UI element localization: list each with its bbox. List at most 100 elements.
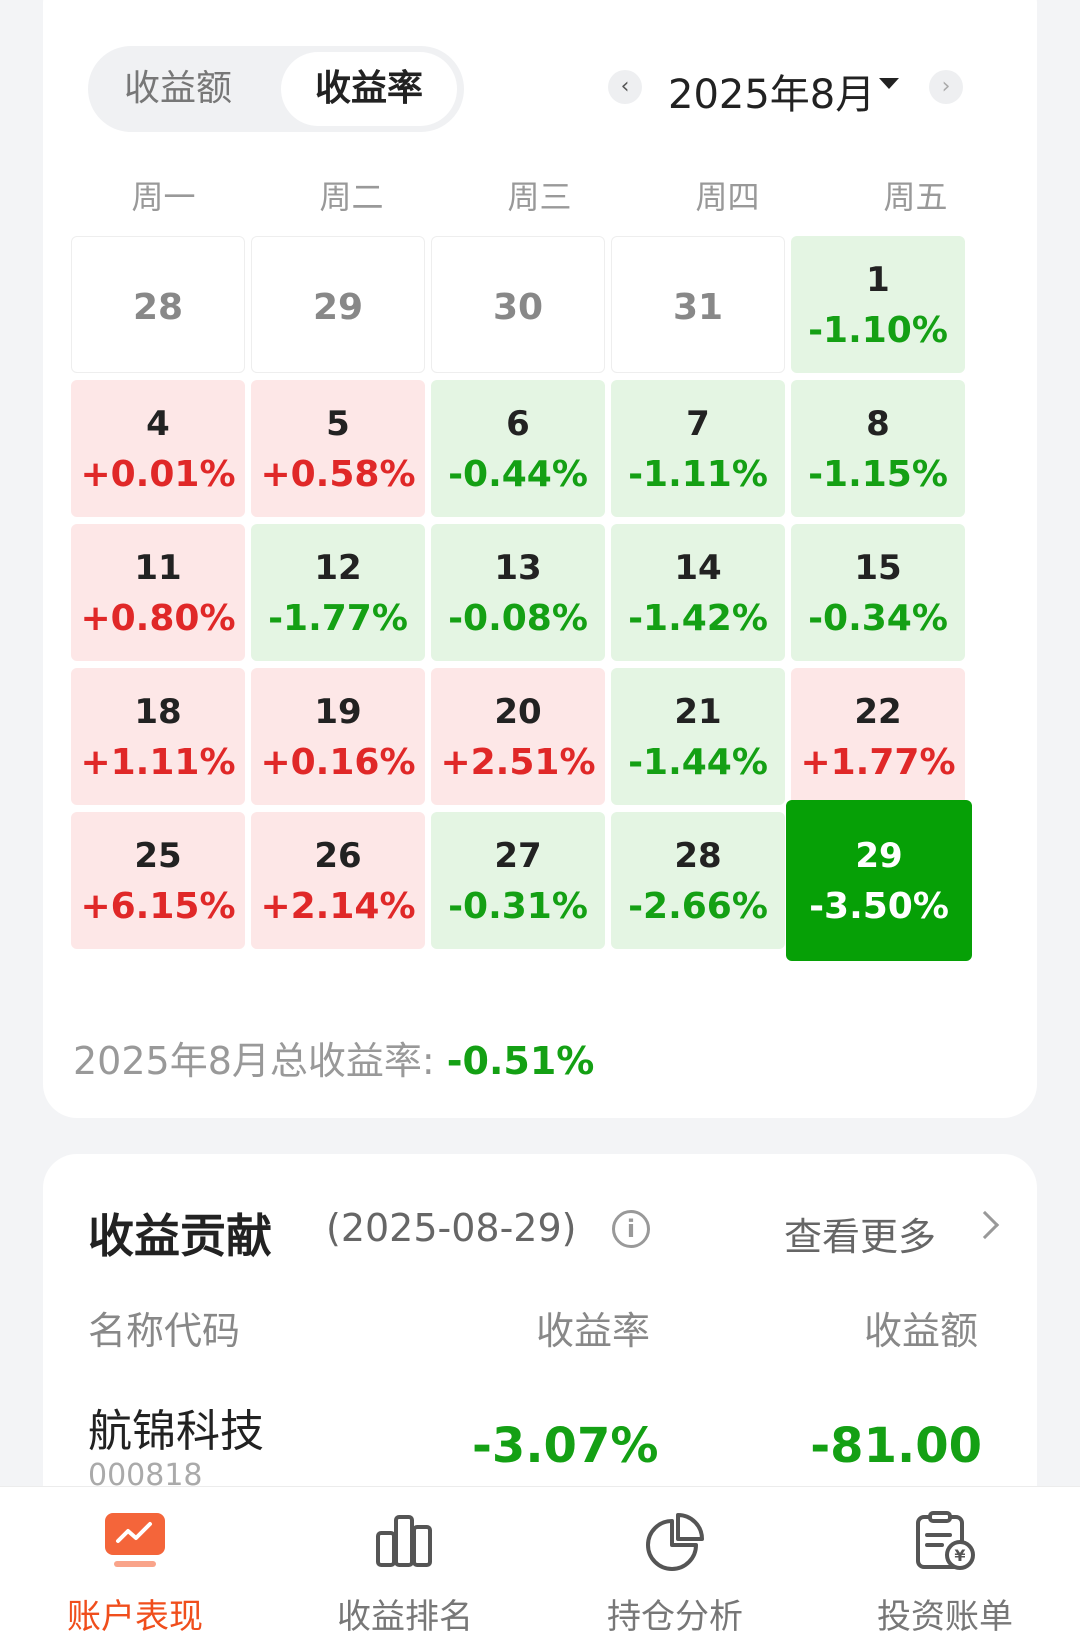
weekday-label: 周二 xyxy=(319,178,384,216)
weekday-label: 周五 xyxy=(883,178,948,216)
calendar-day-cell[interactable]: 22 +1.77% xyxy=(791,668,965,805)
view-more-link[interactable]: 查看更多 xyxy=(784,1215,937,1259)
calendar-day-return: +0.80% xyxy=(80,598,236,639)
calendar-day-number: 18 xyxy=(134,692,182,732)
calendar-day-cell[interactable]: 5 +0.58% xyxy=(251,380,425,517)
calendar-day-cell[interactable]: 1 -1.10% xyxy=(791,236,965,373)
column-header-amount: 收益额 xyxy=(864,1309,979,1353)
calendar-day-return: +0.58% xyxy=(260,454,416,495)
calendar-day-return: -0.44% xyxy=(448,454,588,495)
calendar-day-number: 20 xyxy=(494,692,542,732)
calendar-day-cell[interactable]: 14 -1.42% xyxy=(611,524,785,661)
calendar-day-cell[interactable]: 19 +0.16% xyxy=(251,668,425,805)
calendar-day-cell[interactable]: 20 +2.51% xyxy=(431,668,605,805)
contribution-date: (2025-08-29) xyxy=(326,1206,577,1250)
calendar-day-number: 30 xyxy=(492,287,544,328)
calendar-day-number: 22 xyxy=(854,692,902,732)
performance-icon xyxy=(105,1513,165,1567)
stock-name[interactable]: 航锦科技 xyxy=(88,1406,264,1457)
calendar-day-cell[interactable]: 13 -0.08% xyxy=(431,524,605,661)
weekday-label: 周一 xyxy=(131,178,196,216)
calendar-day-cell[interactable]: 8 -1.15% xyxy=(791,380,965,517)
calendar-day-number: 28 xyxy=(674,836,722,876)
calendar-day-cell[interactable]: 26 +2.14% xyxy=(251,812,425,949)
month-total-label: 2025年8月总收益率: xyxy=(73,1039,447,1083)
calendar-day-number: 21 xyxy=(674,692,722,732)
calendar-day-cell: 31 xyxy=(611,236,785,373)
calendar-day-return: +1.11% xyxy=(80,742,236,783)
calendar-day-cell[interactable]: 6 -0.44% xyxy=(431,380,605,517)
calendar-day-cell: 30 xyxy=(431,236,605,373)
calendar-day-return: +6.15% xyxy=(80,886,236,927)
calendar-day-return: -1.77% xyxy=(268,598,408,639)
calendar-day-return: +2.14% xyxy=(260,886,416,927)
nav-account-performance[interactable]: 账户表现 xyxy=(0,1487,270,1634)
stock-amount: -81.00 xyxy=(810,1418,982,1474)
bottom-nav: 账户表现 收益排名 持仓分析 ¥ 投资账单 xyxy=(0,1486,1080,1634)
calendar-day-number: 6 xyxy=(506,404,530,444)
calendar-day-return: -0.31% xyxy=(448,886,588,927)
contribution-title: 收益贡献 xyxy=(88,1209,272,1263)
next-month-button[interactable]: › xyxy=(929,70,963,104)
prev-month-button[interactable]: ‹ xyxy=(608,70,642,104)
column-header-rate: 收益率 xyxy=(536,1309,651,1353)
calendar-day-cell[interactable]: 21 -1.44% xyxy=(611,668,785,805)
month-total-value: -0.51% xyxy=(446,1039,595,1083)
nav-investment-bill[interactable]: ¥ 投资账单 xyxy=(810,1487,1080,1634)
calendar-day-return: +1.77% xyxy=(800,742,956,783)
calendar-day-cell[interactable]: 29 -3.50% xyxy=(786,800,972,961)
calendar-day-cell[interactable]: 18 +1.11% xyxy=(71,668,245,805)
calendar-day-cell[interactable]: 15 -0.34% xyxy=(791,524,965,661)
calendar-day-number: 14 xyxy=(674,548,722,588)
calendar-day-cell[interactable]: 4 +0.01% xyxy=(71,380,245,517)
caret-down-icon[interactable] xyxy=(879,78,899,89)
toggle-rate[interactable]: 收益率 xyxy=(281,52,457,126)
calendar-day-return: -1.11% xyxy=(628,454,768,495)
calendar-day-number: 28 xyxy=(132,287,184,328)
bill-icon: ¥ xyxy=(916,1511,975,1570)
calendar-day-number: 19 xyxy=(314,692,362,732)
calendar-day-return: -3.50% xyxy=(809,886,949,927)
ranking-icon xyxy=(376,1515,432,1567)
calendar-day-number: 8 xyxy=(866,404,890,444)
calendar-day-number: 31 xyxy=(672,287,724,328)
weekday-label: 周四 xyxy=(695,178,760,216)
calendar-day-return: -2.66% xyxy=(628,886,768,927)
calendar-day-cell[interactable]: 7 -1.11% xyxy=(611,380,785,517)
nav-holding-analysis[interactable]: 持仓分析 xyxy=(540,1487,810,1634)
calendar-day-number: 7 xyxy=(686,404,710,444)
calendar-day-number: 26 xyxy=(314,836,362,876)
calendar-day-number: 13 xyxy=(494,548,542,588)
weekday-label: 周三 xyxy=(507,178,572,216)
stock-rate: -3.07% xyxy=(472,1418,659,1474)
calendar-day-cell: 29 xyxy=(251,236,425,373)
calendar-day-number: 1 xyxy=(866,260,890,300)
toggle-amount[interactable]: 收益额 xyxy=(123,68,232,109)
svg-text:¥: ¥ xyxy=(954,1546,965,1565)
calendar-day-number: 29 xyxy=(855,836,903,876)
month-selector[interactable]: 2025年8月 xyxy=(668,72,876,118)
calendar-day-cell[interactable]: 11 +0.80% xyxy=(71,524,245,661)
calendar-day-return: -1.44% xyxy=(628,742,768,783)
calendar-day-cell[interactable]: 28 -2.66% xyxy=(611,812,785,949)
calendar-day-return: +0.01% xyxy=(80,454,236,495)
calendar-day-number: 27 xyxy=(494,836,542,876)
nav-label: 持仓分析 xyxy=(607,1597,743,1634)
calendar-day-return: -0.34% xyxy=(808,598,948,639)
calendar-day-cell[interactable]: 25 +6.15% xyxy=(71,812,245,949)
calendar-day-cell[interactable]: 27 -0.31% xyxy=(431,812,605,949)
calendar-day-return: -1.15% xyxy=(808,454,948,495)
calendar-day-number: 11 xyxy=(134,548,182,588)
calendar-day-number: 25 xyxy=(134,836,182,876)
nav-label: 收益排名 xyxy=(337,1597,473,1634)
calendar-day-cell: 28 xyxy=(71,236,245,373)
pie-chart-icon xyxy=(646,1513,704,1571)
calendar-day-return: -1.42% xyxy=(628,598,768,639)
nav-ranking[interactable]: 收益排名 xyxy=(270,1487,540,1634)
calendar-day-return: +2.51% xyxy=(440,742,596,783)
info-icon[interactable]: i xyxy=(612,1210,650,1248)
calendar-day-number: 12 xyxy=(314,548,362,588)
calendar-day-return: +0.16% xyxy=(260,742,416,783)
calendar-day-cell[interactable]: 12 -1.77% xyxy=(251,524,425,661)
calendar-day-number: 4 xyxy=(146,404,170,444)
